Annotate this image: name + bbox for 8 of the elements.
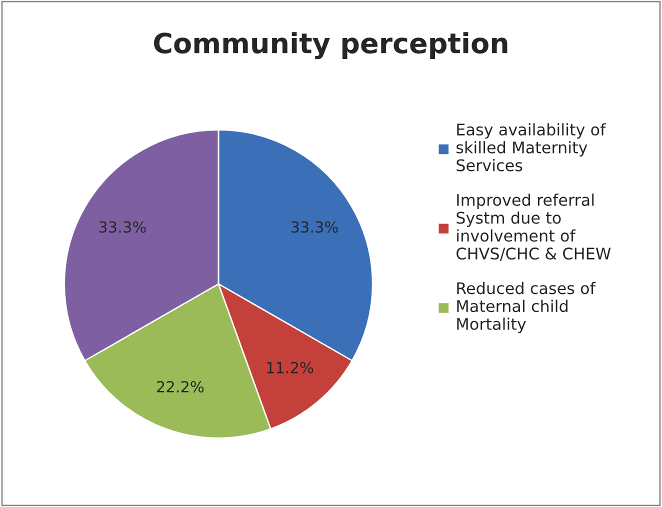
legend-label: Improved referral Systm due to involvement of CHVS/CHC & CHEW <box>456 194 611 261</box>
chart-title: Community perception <box>154 32 508 60</box>
data-label: 22.2% <box>157 380 204 393</box>
data-label: 33.3% <box>291 221 338 233</box>
legend-label: Reduced cases of Maternal child Mortality <box>457 282 596 334</box>
data-label: 11.2% <box>267 362 314 374</box>
legend-label: Easy availability of skilled Maternity Services <box>456 123 606 172</box>
data-label: 33.3% <box>99 221 146 233</box>
